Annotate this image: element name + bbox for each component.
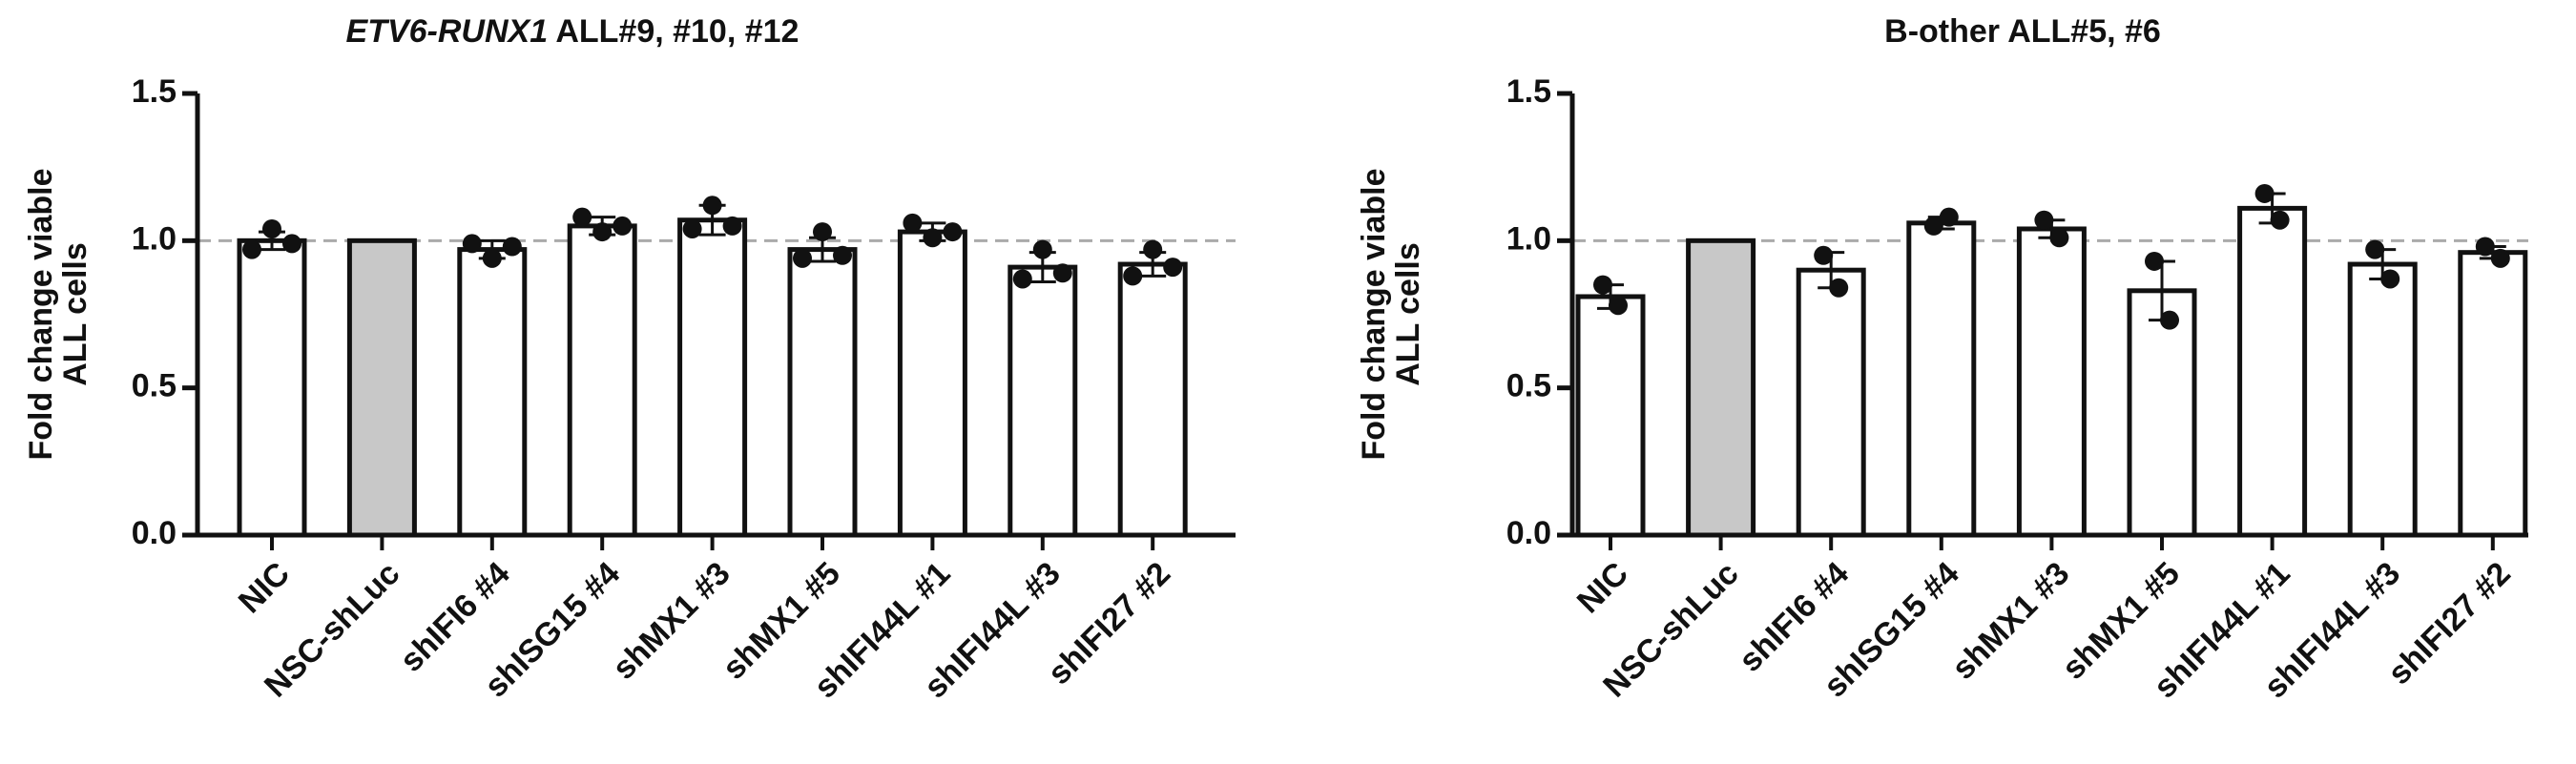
y-tick-label: 0.0 [1506,515,1551,551]
title-text: ALL#9, #10, #12 [555,13,799,50]
data-point [1939,207,1959,227]
data-point [1829,278,1849,298]
data-point [482,248,502,268]
bar [1575,294,1646,538]
bar [457,247,528,538]
data-point [2254,183,2275,203]
data-point [1609,296,1628,316]
bar [567,223,637,538]
bar [1686,237,1756,538]
bar [677,217,748,538]
data-point [613,216,633,236]
data-point [2160,310,2179,330]
data-point [1123,266,1143,286]
data-point [2475,237,2495,257]
data-point [682,218,702,238]
bar [2458,250,2528,538]
chart: ETV6-RUNX1 ALL#9, #10, #12 Fold change vi… [23,13,1236,706]
y-tick-label: 0.0 [132,515,177,551]
bar [346,237,417,538]
data-point [262,218,281,238]
y-axis-label: ALL cells [1390,242,1426,386]
data-point [2490,248,2510,268]
title-text: B-other ALL#5, #6 [1884,13,2161,50]
data-point [1593,275,1612,295]
data-point [1923,216,1943,236]
data-point [1163,258,1183,278]
data-point [1052,263,1072,283]
data-point [2049,228,2069,248]
bar [2016,226,2087,538]
bar [787,247,858,538]
y-axis-label: ALL cells [57,242,93,386]
y-tick-label: 1.5 [1506,73,1551,110]
bar [1008,264,1078,538]
y-tick-label: 1.0 [132,220,177,257]
title-italic: ETV6-RUNX1 [346,13,549,50]
data-point [572,207,592,227]
data-point [903,213,923,233]
y-tick-label: 0.5 [1506,368,1551,404]
data-point [2270,210,2290,230]
data-point [502,237,522,257]
data-point [1814,245,1834,265]
chart-title: B-other ALL#5, #6 [1884,13,2161,50]
bar [237,237,307,538]
x-tick-label: NIC [1570,555,1635,620]
y-tick-label: 1.0 [1506,220,1551,257]
data-point [722,216,742,236]
data-point [1143,239,1163,259]
data-point [2145,251,2164,271]
x-tick-label: shMX1 #3 [1945,555,2077,687]
x-tick-label: NIC [232,555,297,620]
bar [1906,220,1977,538]
x-tick-label: shMX1 #3 [606,555,737,687]
data-point [2380,269,2400,289]
data-point [793,248,812,268]
bar [1117,261,1188,538]
data-point [1012,269,1032,289]
data-point [923,228,943,248]
y-tick-label: 0.5 [132,368,177,404]
data-point [1032,239,1052,259]
y-axis-label: Fold change viable [1356,168,1392,460]
data-point [592,222,613,242]
data-point [702,196,722,216]
data-point [462,234,482,254]
bar [1796,267,1866,538]
data-point [813,222,832,242]
bar [2127,288,2197,538]
bar [897,229,967,538]
data-point [2034,210,2054,230]
chart-title: ETV6-RUNX1 ALL#9, #10, #12 [346,13,800,50]
y-tick-label: 1.5 [132,73,177,110]
bar [2237,205,2308,538]
data-point [833,245,852,265]
bar [2347,261,2418,538]
data-point [282,234,301,254]
data-point [242,239,261,259]
data-point [2365,239,2385,259]
y-axis-label: Fold change viable [23,168,59,460]
data-point [943,222,963,242]
